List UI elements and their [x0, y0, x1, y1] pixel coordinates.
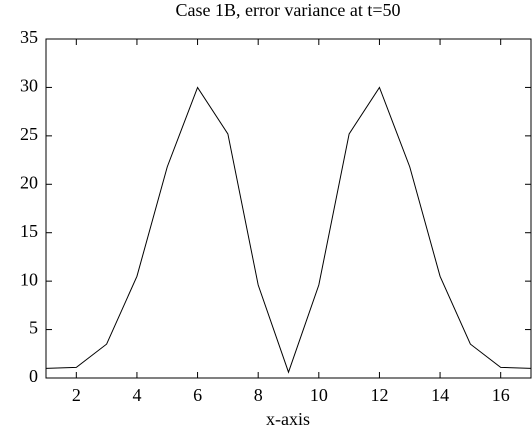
y-tick-label: 15	[20, 221, 38, 241]
y-tick-label: 0	[29, 366, 38, 386]
y-tick-label: 30	[20, 76, 38, 96]
y-tick-label: 35	[20, 27, 38, 47]
chart-title: Case 1B, error variance at t=50	[175, 0, 400, 20]
y-tick-label: 5	[29, 318, 38, 338]
data-line	[45, 86, 532, 374]
y-tick-label: 20	[20, 172, 38, 192]
y-tick-label: 25	[20, 124, 38, 144]
x-tick-label: 12	[370, 385, 388, 405]
x-tick-label: 16	[492, 385, 510, 405]
plot-frame	[45, 38, 532, 379]
x-tick-label: 2	[72, 385, 81, 405]
x-tick-label: 4	[132, 385, 141, 405]
x-tick-label: 14	[431, 385, 449, 405]
x-tick-label: 6	[193, 385, 202, 405]
y-tick-label: 10	[20, 269, 38, 289]
x-tick-label: 10	[310, 385, 328, 405]
x-tick-label: 8	[254, 385, 263, 405]
x-axis-label: x-axis	[266, 409, 310, 429]
